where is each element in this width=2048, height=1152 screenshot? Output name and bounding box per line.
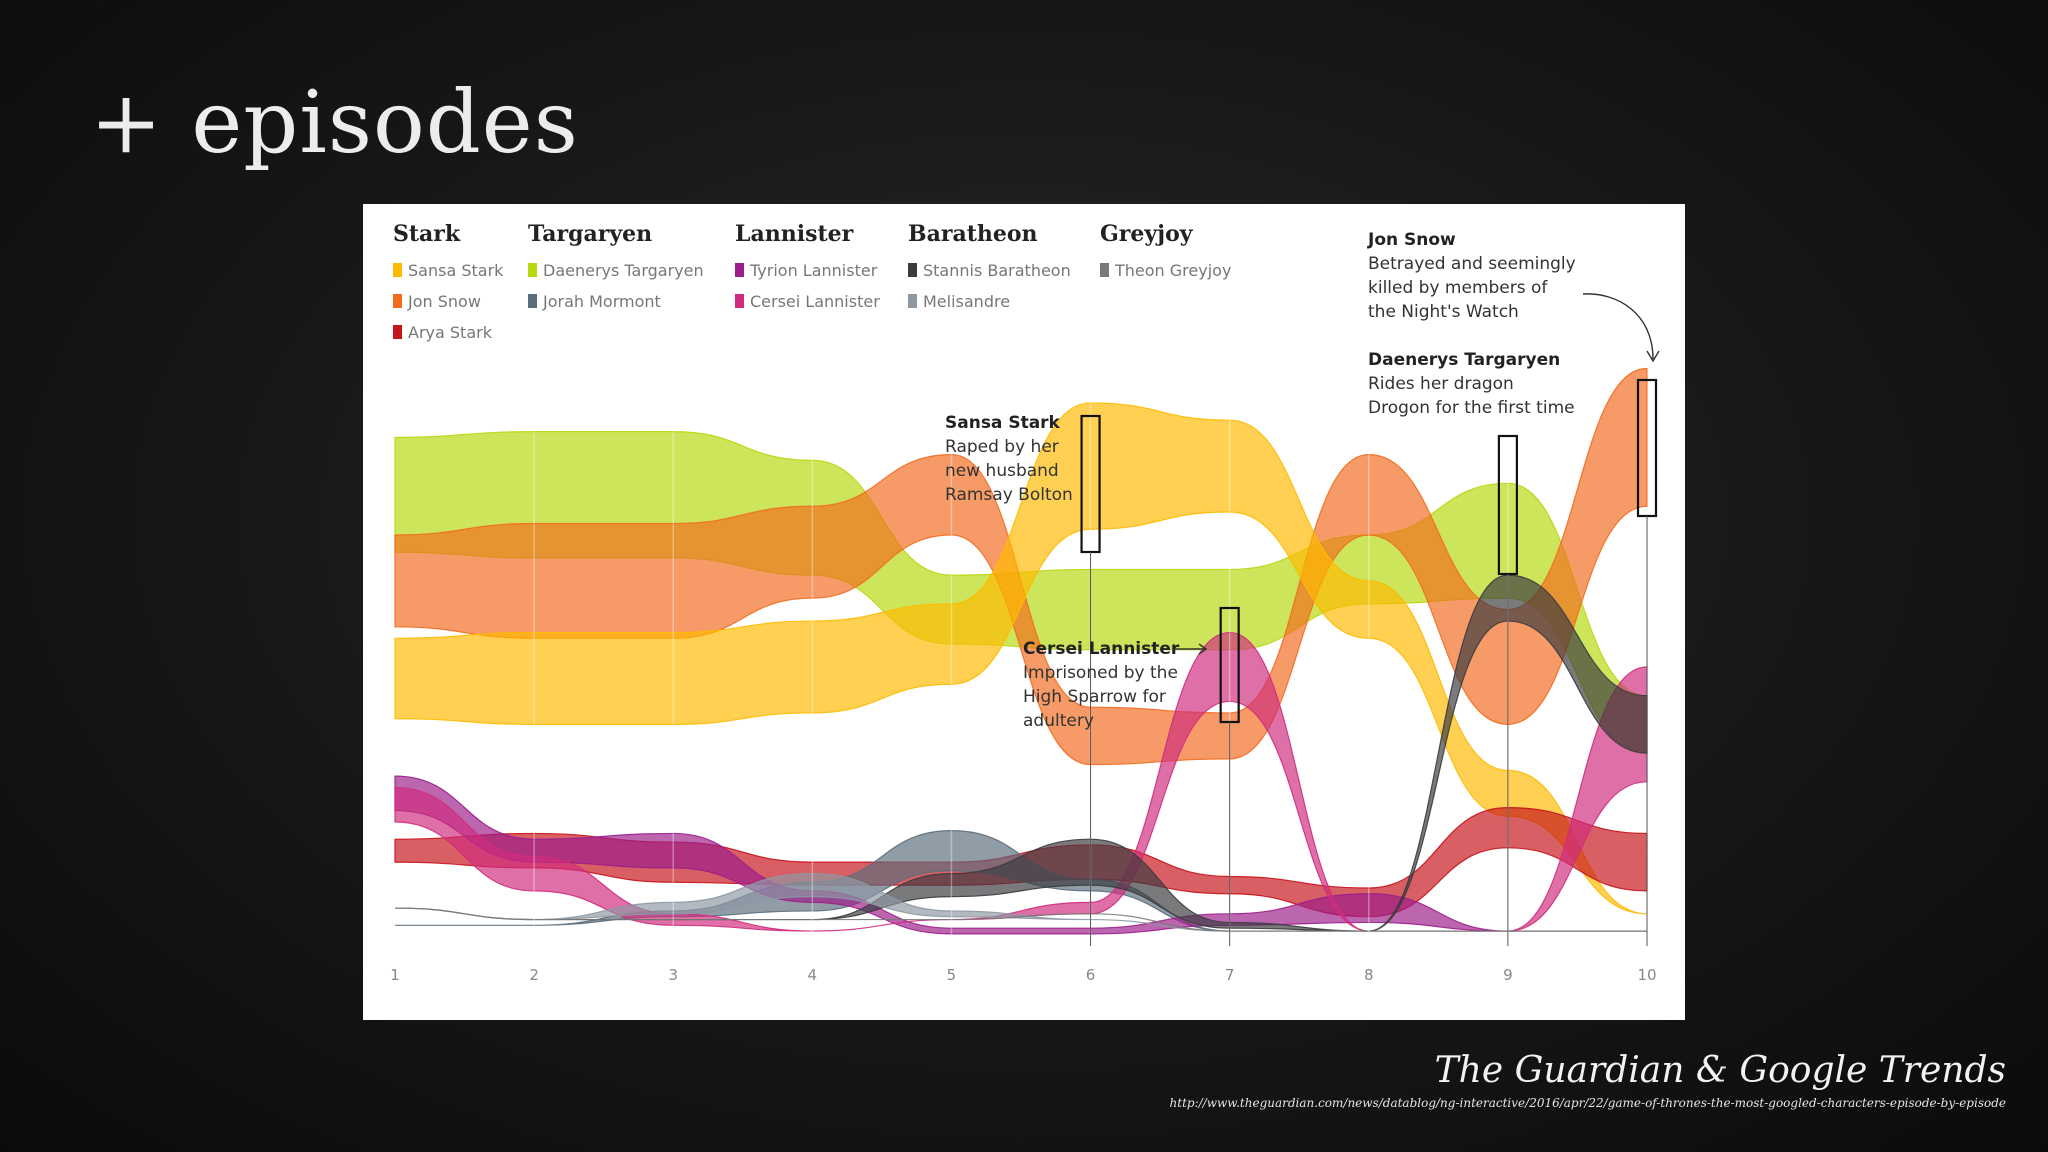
legend-label: Jon Snow [407, 292, 481, 311]
annotation-text: adultery [1023, 711, 1094, 731]
legend-house-lannister: Lannister [735, 221, 854, 247]
legend-house-greyjoy: Greyjoy [1100, 221, 1194, 247]
annotation-text: Drogon for the first time [1368, 398, 1575, 418]
streamgraph-chart: Stark Sansa Stark Jon Snow Arya Stark Targar… [390, 221, 1660, 984]
stream-sansa-stark [394, 402, 1648, 915]
annotation-title: Cersei Lannister [1023, 639, 1180, 659]
legend-label: Arya Stark [408, 323, 493, 342]
legend-label: Tyrion Lannister [749, 261, 878, 280]
legend-label: Melisandre [923, 292, 1010, 311]
stream-theon-greyjoy [394, 907, 1647, 932]
stream-jon-snow [394, 367, 1648, 766]
annotation-text: new husband [945, 461, 1059, 481]
credit-text: The Guardian & Google Trends [1434, 1050, 2006, 1091]
legend-swatch [528, 263, 537, 277]
streams [394, 367, 1648, 935]
legend-label: Cersei Lannister [750, 292, 880, 311]
annotation-arrow [1582, 293, 1660, 363]
source-url: http://www.theguardian.com/news/datablog… [1169, 1096, 2006, 1110]
legend-swatch [393, 325, 402, 339]
legend-swatch [735, 263, 744, 277]
x-tick-label: 10 [1637, 966, 1656, 984]
legend-label: Sansa Stark [408, 261, 504, 280]
annotation-title: Daenerys Targaryen [1368, 350, 1560, 370]
annotation-title: Jon Snow [1367, 230, 1456, 250]
x-tick-label: 2 [529, 966, 539, 984]
legend-label: Jorah Mormont [542, 292, 661, 311]
legend-house-targaryen: Targaryen [528, 221, 652, 247]
legend-label: Theon Greyjoy [1114, 261, 1231, 280]
stream-cersei-lannister [394, 631, 1648, 932]
annotation-text: Rides her dragon [1368, 374, 1514, 394]
annotation-text: killed by members of [1368, 278, 1548, 298]
x-tick-label: 3 [668, 966, 678, 984]
x-tick-label: 4 [808, 966, 818, 984]
annotation-text: Betrayed and seemingly [1368, 254, 1576, 274]
annotation-text: Raped by her [945, 437, 1059, 457]
annotation-text: High Sparrow for [1023, 687, 1166, 707]
annotation-text: Ramsay Bolton [945, 485, 1073, 505]
x-tick-label: 8 [1364, 966, 1374, 984]
legend-swatch [908, 263, 917, 277]
x-tick-label: 5 [947, 966, 957, 984]
legend-label: Stannis Baratheon [923, 261, 1071, 280]
annotation-title: Sansa Stark [945, 413, 1061, 433]
annotation-arrow [1175, 643, 1208, 655]
x-tick-label: 7 [1225, 966, 1235, 984]
legend-swatch [528, 294, 537, 308]
annotation-text: the Night's Watch [1368, 302, 1519, 322]
x-tick-label: 6 [1086, 966, 1096, 984]
legend-swatch [393, 294, 402, 308]
legend-swatch [393, 263, 402, 277]
slide-title: + episodes [90, 73, 579, 173]
chart-panel: Stark Sansa Stark Jon Snow Arya Stark Targar… [363, 204, 1685, 1020]
x-tick-label: 1 [390, 966, 400, 984]
legend-swatch [735, 294, 744, 308]
legend-swatch [1100, 263, 1109, 277]
legend-house-baratheon: Baratheon [908, 221, 1038, 247]
annotation-text: Imprisoned by the [1023, 663, 1178, 683]
legend-house-stark: Stark [393, 221, 461, 247]
legend-swatch [908, 294, 917, 308]
x-tick-label: 9 [1503, 966, 1513, 984]
legend-label: Daenerys Targaryen [543, 261, 704, 280]
